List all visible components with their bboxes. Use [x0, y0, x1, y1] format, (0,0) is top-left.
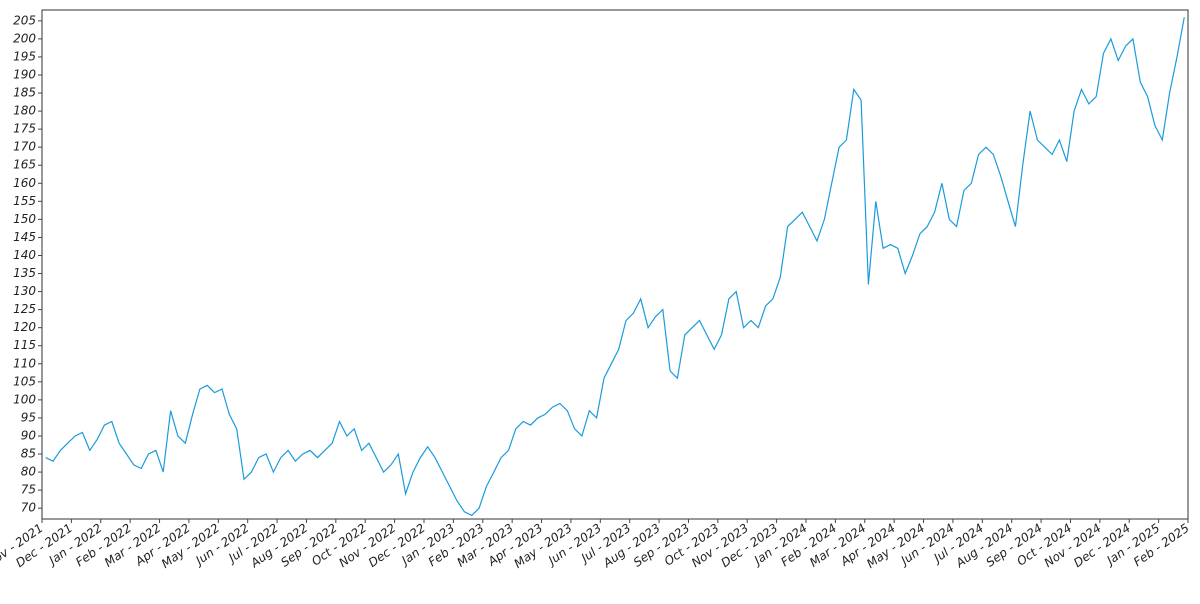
- y-tick-label: 145: [13, 230, 36, 244]
- y-tick-label: 170: [13, 140, 36, 154]
- y-tick-label: 75: [21, 483, 36, 497]
- y-tick-label: 175: [13, 122, 36, 136]
- y-tick-label: 85: [21, 447, 36, 461]
- y-tick-label: 95: [21, 410, 36, 424]
- y-tick-label: 195: [13, 49, 36, 63]
- y-tick-label: 70: [21, 501, 37, 515]
- y-tick-label: 205: [13, 13, 36, 27]
- y-tick-label: 100: [13, 392, 36, 406]
- y-tick-label: 80: [21, 465, 37, 479]
- y-tick-label: 135: [13, 266, 36, 280]
- y-tick-label: 155: [13, 194, 36, 208]
- price-line: [45, 17, 1185, 517]
- y-tick-label: 110: [13, 356, 36, 370]
- y-tick-label: 150: [13, 212, 36, 226]
- y-tick-label: 165: [13, 158, 36, 172]
- y-tick-label: 115: [13, 338, 36, 352]
- y-tick-label: 185: [13, 86, 36, 100]
- y-tick-label: 180: [13, 104, 36, 118]
- y-tick-label: 120: [13, 320, 36, 334]
- plot-frame: [41, 9, 1189, 520]
- y-tick-label: 160: [13, 176, 36, 190]
- y-tick-label: 130: [13, 284, 36, 298]
- y-tick-label: 90: [21, 428, 37, 442]
- y-tick-label: 190: [13, 67, 36, 81]
- y-tick-label: 140: [13, 248, 36, 262]
- y-tick-label: 125: [13, 302, 36, 316]
- y-tick-label: 105: [13, 374, 36, 388]
- y-tick-label: 200: [13, 31, 36, 45]
